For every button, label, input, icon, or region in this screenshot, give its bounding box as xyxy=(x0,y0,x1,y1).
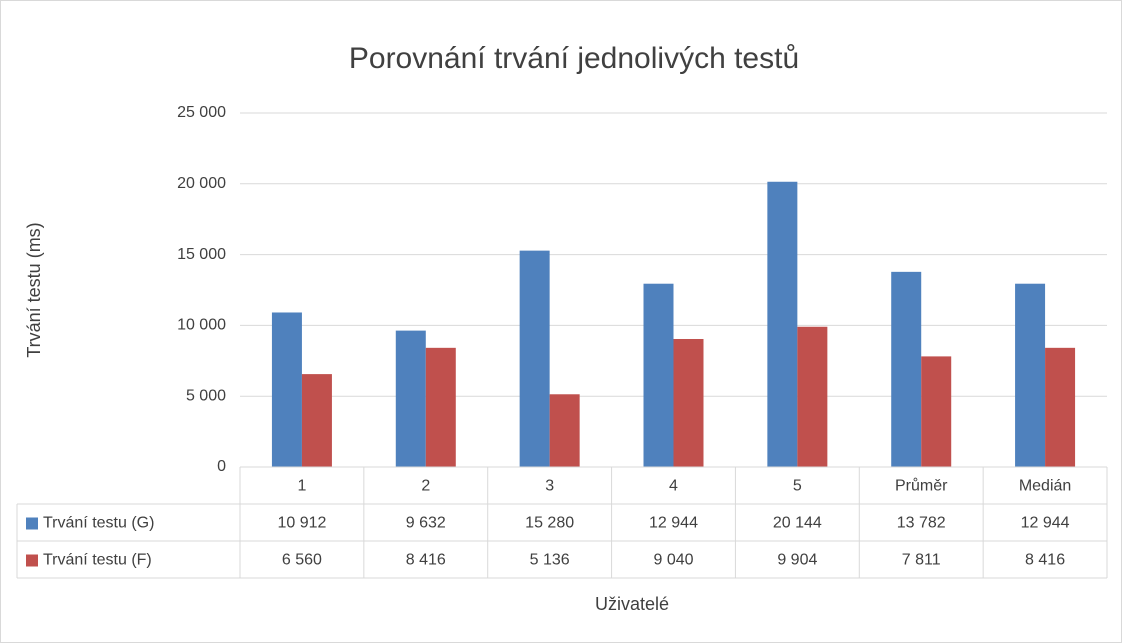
legend-key xyxy=(26,554,38,567)
bar xyxy=(921,356,952,467)
table-value: 8 416 xyxy=(1025,552,1065,569)
bar xyxy=(767,181,798,467)
x-tick-label: Průměr xyxy=(895,477,948,495)
x-tick-label: 5 xyxy=(793,478,802,495)
bar xyxy=(271,312,302,467)
table-value: 12 944 xyxy=(1021,515,1070,532)
legend-key xyxy=(26,517,38,530)
table-value: 9 040 xyxy=(653,552,693,569)
y-tick-label: 20 000 xyxy=(177,175,226,192)
table-value: 8 416 xyxy=(406,552,446,569)
x-tick-label: 2 xyxy=(421,478,430,495)
table-value: 7 811 xyxy=(902,552,941,569)
bar xyxy=(1015,283,1046,467)
table-value: 5 136 xyxy=(530,552,570,569)
table-value: 6 560 xyxy=(282,552,322,569)
table-value: 12 944 xyxy=(649,515,698,532)
y-tick-label: 5 000 xyxy=(186,387,226,404)
bar xyxy=(519,250,550,467)
chart-title: Porovnání trvání jednolivých testů xyxy=(349,42,799,75)
bar xyxy=(301,374,332,467)
bar xyxy=(891,271,922,467)
legend-label: Trvání testu (F) xyxy=(43,552,152,569)
table-value: 10 912 xyxy=(277,515,326,532)
y-tick-label: 0 xyxy=(217,458,226,475)
y-tick-label: 15 000 xyxy=(177,246,226,263)
x-tick-label: Medián xyxy=(1019,478,1071,495)
table-value: 20 144 xyxy=(773,515,822,532)
bar xyxy=(643,283,674,467)
table-value: 9 904 xyxy=(777,552,817,569)
x-axis-label: Uživatelé xyxy=(595,594,669,614)
legend-label: Trvání testu (G) xyxy=(43,515,154,532)
bar xyxy=(549,394,580,467)
y-tick-label: 10 000 xyxy=(177,317,226,334)
bar xyxy=(797,326,828,467)
table-value: 9 632 xyxy=(406,515,446,532)
table-value: 15 280 xyxy=(525,515,574,532)
bar xyxy=(395,330,426,467)
table-value: 13 782 xyxy=(897,515,946,532)
bar xyxy=(1045,347,1076,467)
bar xyxy=(673,338,704,467)
y-axis-label: Trvání testu (ms) xyxy=(24,222,44,357)
y-tick-label: 25 000 xyxy=(177,104,226,121)
x-tick-label: 3 xyxy=(545,478,554,495)
x-tick-label: 4 xyxy=(669,478,678,495)
bar xyxy=(425,347,456,467)
x-tick-label: 1 xyxy=(297,478,306,495)
